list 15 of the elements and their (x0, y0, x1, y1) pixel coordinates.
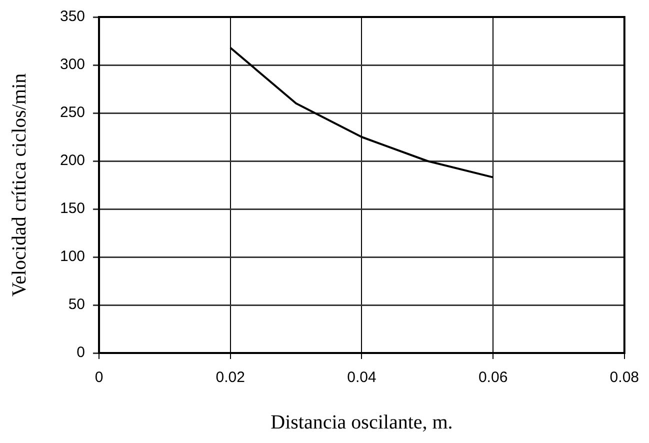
x-tick-label: 0 (94, 369, 104, 386)
y-tick-label: 0 (76, 344, 86, 362)
y-tick-label: 100 (60, 248, 86, 266)
x-tick-label: 0.02 (216, 369, 245, 386)
x-tick-label: 0.08 (610, 369, 640, 386)
y-tick-label: 350 (60, 8, 86, 26)
y-tick-label: 300 (60, 56, 86, 74)
y-tick-label: 250 (60, 104, 86, 122)
x-axis-title: Distancia oscilante, m. (270, 411, 453, 434)
x-tick-label: 0.06 (478, 369, 508, 386)
y-tick-label: 200 (60, 152, 86, 170)
y-axis-title: Velocidad crítica ciclos/min (8, 73, 30, 297)
x-tick-label: 0.04 (347, 369, 376, 386)
y-tick-label: 150 (60, 200, 86, 218)
y-tick-label: 50 (68, 296, 86, 314)
